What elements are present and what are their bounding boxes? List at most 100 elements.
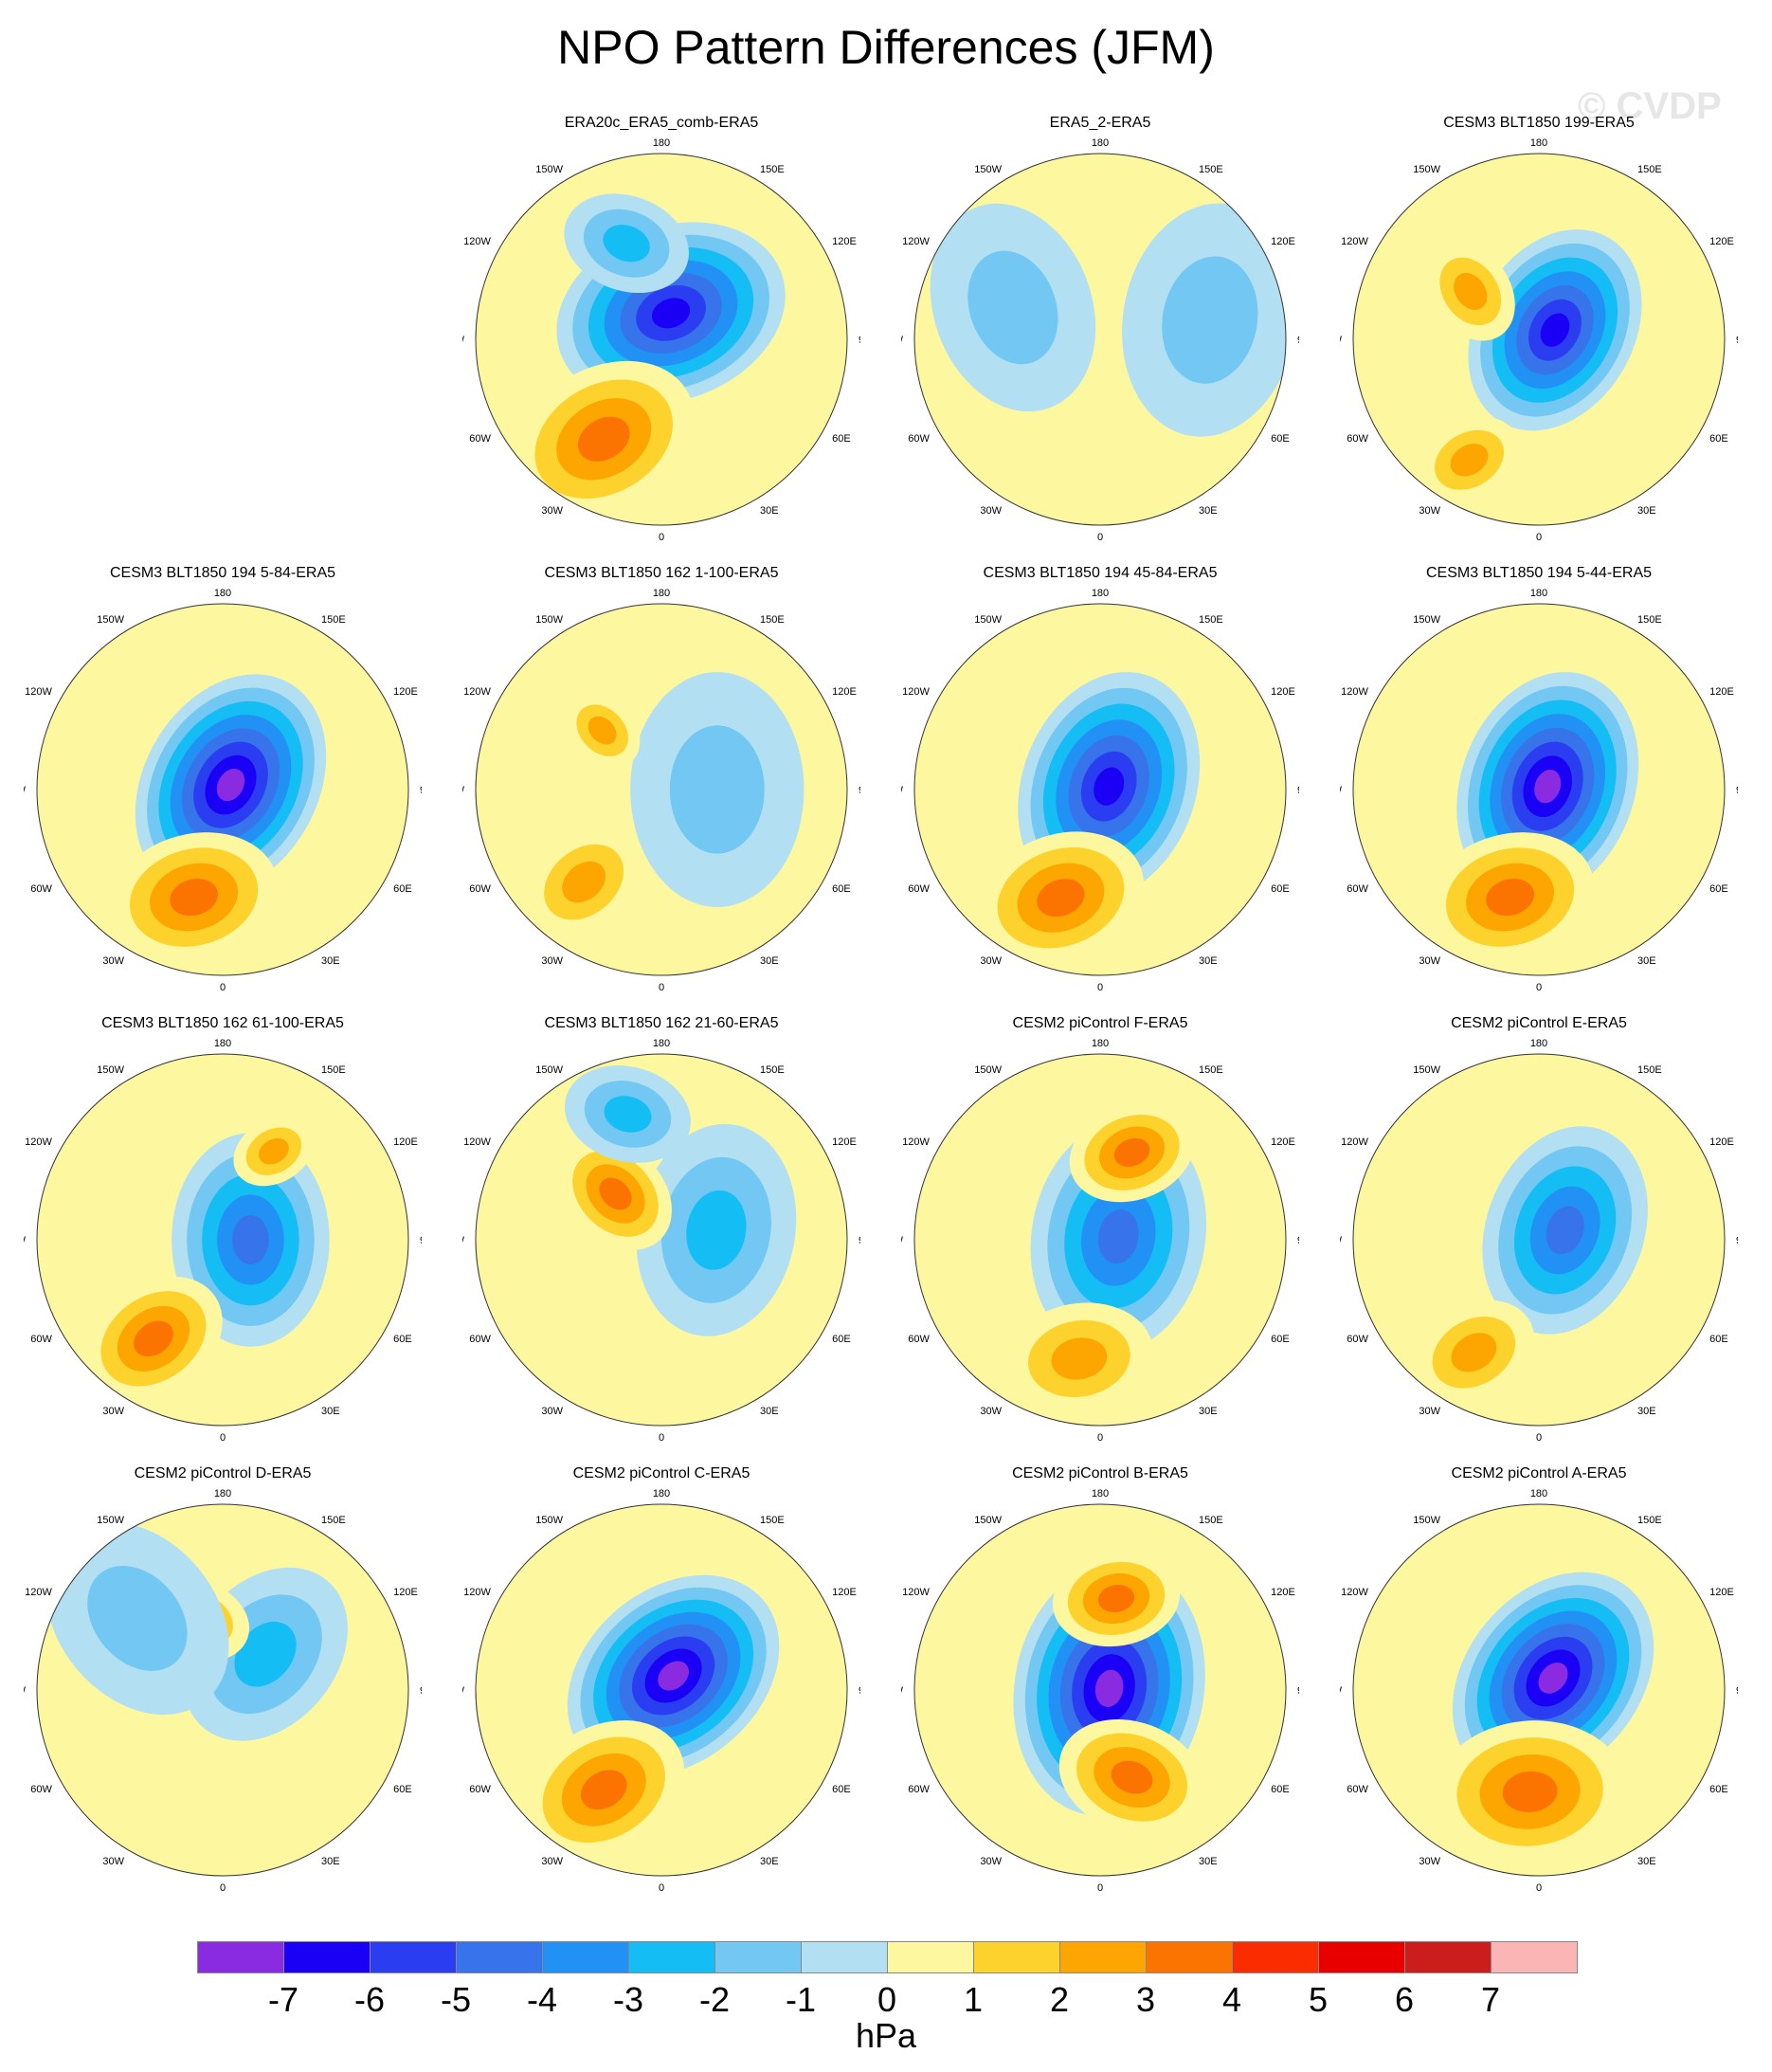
longitude-label: 120W: [463, 1587, 491, 1598]
longitude-label: 120E: [1271, 236, 1295, 247]
longitude-label: 150E: [1637, 164, 1662, 175]
longitude-label: 120W: [1341, 1587, 1368, 1598]
positive-anomaly-contour: [1037, 879, 1085, 918]
longitude-label: 30W: [102, 1856, 124, 1867]
longitude-label: 120W: [463, 686, 491, 698]
longitude-label: 60E: [1709, 1784, 1728, 1795]
colorbar-tick: -7: [267, 1980, 298, 2019]
longitude-label: 150E: [1199, 1064, 1223, 1076]
panel-title: CESM2 piControl E-ERA5: [1451, 1015, 1627, 1031]
map-border: [475, 1053, 848, 1427]
colorbar-tick: 5: [1308, 1980, 1329, 2019]
longitude-label: 120W: [902, 1136, 930, 1148]
colorbar-tick: 6: [1394, 1980, 1415, 2019]
longitude-label: 90E: [1297, 1235, 1299, 1246]
negative-anomaly-contour: [1097, 1209, 1139, 1264]
longitude-label: 60W: [1347, 433, 1368, 445]
colorbar-swatch: [887, 1941, 974, 1973]
longitude-label: 60E: [393, 883, 412, 895]
negative-anomaly-contour: [1534, 769, 1562, 804]
longitude-label: 0: [220, 1432, 226, 1441]
longitude-label: 30W: [980, 505, 1002, 517]
longitude-label: 180: [1530, 1488, 1547, 1499]
longitude-label: 180: [1092, 1488, 1109, 1499]
map-panel: CESM3 BLT1850 194 45-84-ERA5 180 150E 120E 9…: [892, 564, 1309, 991]
longitude-label: 180: [214, 1488, 231, 1499]
polar-map: 180 150E 120E 90E 60E 30E 0 30W 60W 90W 120W 150W: [1340, 1488, 1738, 1891]
longitude-label: 60W: [1347, 883, 1368, 895]
negative-anomaly-contour: [1538, 1663, 1568, 1694]
longitude-label: 30W: [541, 955, 563, 967]
colorbar-tick: 2: [1049, 1980, 1070, 2019]
panel-title: CESM2 piControl F-ERA5: [1012, 1015, 1188, 1031]
negative-anomaly-contour: [1546, 1206, 1584, 1255]
longitude-label: 60W: [30, 1784, 52, 1795]
longitude-label: 180: [214, 1038, 231, 1049]
longitude-label: 30E: [760, 1406, 779, 1417]
longitude-label: 120W: [902, 236, 930, 247]
panel-title: CESM2 piControl C-ERA5: [572, 1465, 750, 1481]
longitude-label: 120E: [1271, 1136, 1295, 1148]
longitude-label: 150W: [97, 614, 124, 626]
longitude-label: 150W: [1413, 614, 1440, 626]
longitude-label: 90W: [24, 1685, 27, 1697]
longitude-label: 60W: [1347, 1334, 1368, 1345]
map-border: [475, 153, 848, 526]
longitude-label: 30E: [321, 1406, 340, 1417]
longitude-label: 60E: [1709, 1334, 1728, 1345]
longitude-label: 180: [214, 588, 231, 599]
panel-title: CESM2 piControl D-ERA5: [134, 1465, 312, 1481]
polar-map: 180 150E 120E 90E 60E 30E 0 30W 60W 90W 120W 150W: [1340, 1038, 1738, 1441]
longitude-label: 150W: [974, 1064, 1002, 1076]
longitude-label: 90E: [1297, 1685, 1299, 1697]
longitude-label: 150W: [1413, 1064, 1440, 1076]
longitude-label: 120E: [1709, 686, 1734, 698]
positive-anomaly-contour: [562, 861, 606, 903]
longitude-label: 60E: [1709, 883, 1728, 895]
positive-anomaly-contour: [599, 1177, 632, 1210]
negative-anomaly-contour: [669, 725, 765, 854]
negative-anomaly-contour: [1094, 767, 1125, 806]
longitude-label: 60E: [832, 1334, 851, 1345]
longitude-label: 180: [1530, 588, 1547, 599]
longitude-label: 30W: [102, 1406, 124, 1417]
polar-map: 180 150E 120E 90E 60E 30E 0 30W 60W 90W 120W 150W: [462, 588, 860, 991]
panel-title: CESM2 piControl B-ERA5: [1012, 1465, 1188, 1481]
map-border: [913, 1053, 1287, 1427]
longitude-label: 60W: [908, 883, 930, 895]
colorbar-swatch: [1318, 1941, 1405, 1973]
longitude-label: 120W: [902, 686, 930, 698]
polar-map: 180 150E 120E 90E 60E 30E 0 30W 60W 90W 120W 150W: [24, 1488, 422, 1891]
longitude-label: 120W: [463, 1136, 491, 1148]
map-border: [36, 603, 409, 976]
panel-title: ERA20c_ERA5_comb-ERA5: [564, 115, 759, 131]
longitude-label: 0: [1536, 982, 1542, 991]
longitude-label: 30W: [1419, 505, 1440, 517]
longitude-label: 60W: [469, 1334, 491, 1345]
longitude-label: 150E: [760, 164, 785, 175]
positive-anomaly-contour: [1051, 1337, 1108, 1380]
polar-map: 180 150E 120E 90E 60E 30E 0 30W 60W 90W 120W 150W: [1340, 588, 1738, 991]
colorbar-swatch: [1059, 1941, 1147, 1973]
map-panel: CESM3 BLT1850 162 61-100-ERA5 180 150E 120E…: [14, 1014, 431, 1441]
longitude-label: 150E: [760, 1515, 785, 1526]
longitude-label: 180: [1092, 1038, 1109, 1049]
longitude-label: 30W: [102, 955, 124, 967]
negative-anomaly-contour: [1540, 313, 1570, 347]
longitude-label: 180: [1530, 1038, 1547, 1049]
colorbar-swatch: [973, 1941, 1060, 1973]
panel-title: CESM3 BLT1850 162 61-100-ERA5: [101, 1015, 344, 1031]
longitude-label: 150E: [1199, 614, 1223, 626]
longitude-label: 120E: [832, 1587, 857, 1598]
longitude-label: 60E: [832, 433, 851, 445]
longitude-label: 150W: [1413, 164, 1440, 175]
panel-title: CESM3 BLT1850 194 45-84-ERA5: [983, 565, 1218, 581]
positive-anomaly-contour: [1111, 1760, 1153, 1794]
longitude-label: 150W: [535, 1515, 563, 1526]
longitude-label: 30E: [760, 955, 779, 967]
longitude-label: 150E: [760, 1064, 785, 1076]
negative-anomaly-contour: [967, 250, 1058, 365]
map-panel: CESM2 piControl F-ERA5 180 150E 120E 90E 60E 3…: [892, 1014, 1309, 1441]
longitude-label: 0: [1097, 532, 1103, 540]
longitude-label: 90W: [901, 785, 904, 796]
